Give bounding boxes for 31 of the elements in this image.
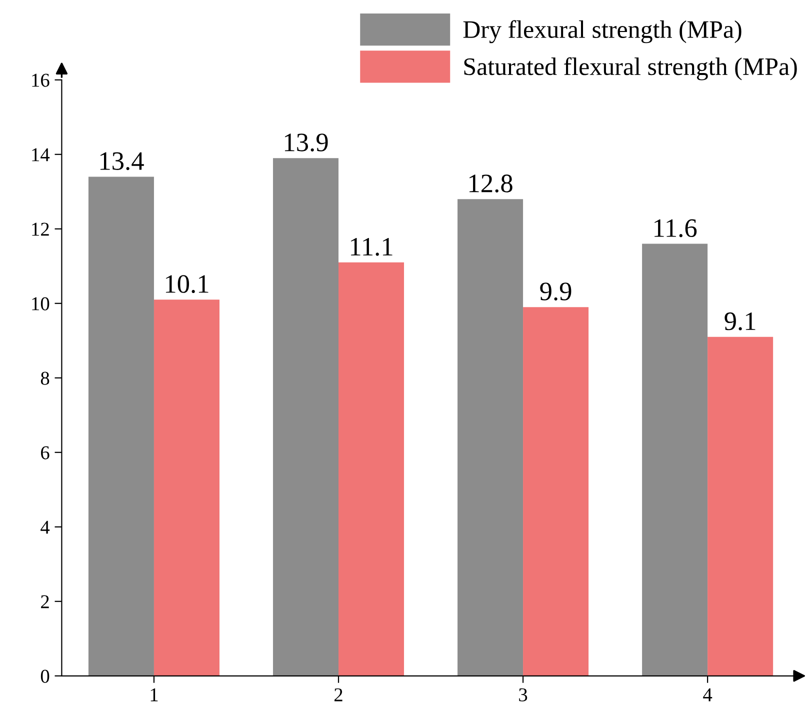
legend-label: Saturated flexural strength (MPa) bbox=[464, 57, 797, 80]
y-tick-label: 12 bbox=[32, 222, 49, 236]
bar bbox=[642, 244, 708, 676]
x-tick-label: 2 bbox=[334, 688, 342, 702]
legend-label: Dry flexural strength (MPa) bbox=[463, 20, 742, 44]
data-label: 11.1 bbox=[350, 238, 392, 256]
y-tick-label: 4 bbox=[40, 520, 50, 534]
bar bbox=[88, 176, 154, 676]
x-tick-label: 1 bbox=[150, 688, 158, 702]
data-label: 12.8 bbox=[470, 174, 512, 192]
x-tick-label: 4 bbox=[703, 688, 712, 702]
y-tick-label: 6 bbox=[41, 446, 50, 460]
data-label: 9.1 bbox=[724, 312, 756, 330]
bar bbox=[523, 307, 589, 676]
x-tick-label: 3 bbox=[519, 688, 528, 702]
data-label: 13.4 bbox=[100, 152, 144, 170]
y-tick-label: 14 bbox=[32, 148, 50, 162]
bar bbox=[458, 199, 524, 676]
data-label: 13.9 bbox=[284, 134, 328, 152]
data-label: 9.9 bbox=[540, 282, 572, 300]
bar bbox=[708, 336, 774, 676]
data-label: 10.1 bbox=[166, 275, 208, 294]
y-tick-label: 0 bbox=[40, 670, 50, 683]
bar bbox=[272, 158, 338, 676]
data-label: 11.6 bbox=[654, 219, 697, 238]
bar bbox=[154, 300, 220, 676]
bar bbox=[338, 262, 404, 676]
y-tick-label: 2 bbox=[41, 595, 49, 608]
y-tick-label: 8 bbox=[40, 372, 50, 385]
y-tick-label: 16 bbox=[32, 74, 50, 87]
y-tick-label: 10 bbox=[32, 297, 50, 310]
